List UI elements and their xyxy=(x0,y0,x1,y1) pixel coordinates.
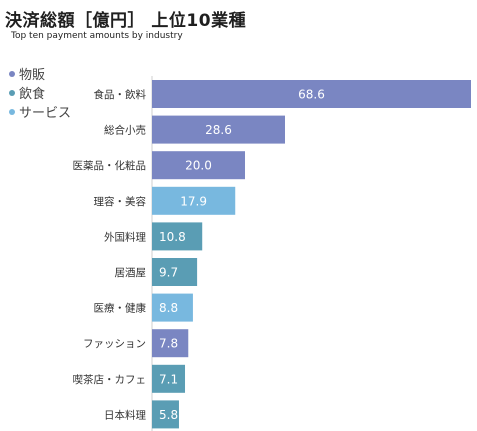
category-label-6: 医療・健康 xyxy=(94,302,147,315)
value-label-0: 68.6 xyxy=(298,88,325,102)
bar-2 xyxy=(152,151,246,180)
legend: 物販 飲食 サービス xyxy=(9,64,71,121)
category-label-7: ファッション xyxy=(83,338,146,350)
category-label-4: 外国料理 xyxy=(104,230,146,243)
bar-9 xyxy=(152,400,179,429)
bar-3 xyxy=(152,186,236,215)
category-label-2: 医薬品・化粧品 xyxy=(73,159,147,172)
legend-item-service: サービス xyxy=(9,102,71,121)
legend-label-food: 飲食 xyxy=(19,87,46,102)
bar-6 xyxy=(152,293,193,322)
category-label-1: 総合小売 xyxy=(104,124,146,137)
chart-subtitle: Top ten payment amounts by industry xyxy=(11,31,183,41)
bar-7 xyxy=(152,329,189,358)
value-label-4: 10.8 xyxy=(159,230,186,244)
value-label-7: 7.8 xyxy=(159,337,178,351)
category-label-9: 日本料理 xyxy=(104,408,146,421)
value-label-8: 7.1 xyxy=(159,372,178,386)
chart-title: 決済総額［億円］ 上位10業種 xyxy=(5,11,247,31)
value-label-9: 5.8 xyxy=(159,408,178,422)
legend-label-service: サービス xyxy=(19,106,72,121)
bar-0 xyxy=(152,80,471,108)
bar-4 xyxy=(152,222,203,251)
category-label-3: 理容・美容 xyxy=(94,195,147,208)
category-label-0: 食品・飲料 xyxy=(94,88,147,101)
category-label-5: 居酒屋 xyxy=(115,266,147,279)
bar-8 xyxy=(152,364,186,393)
legend-dot-service xyxy=(9,108,15,115)
legend-dot-goods xyxy=(9,70,15,77)
value-label-6: 8.8 xyxy=(159,301,178,315)
value-label-1: 28.6 xyxy=(205,123,232,137)
legend-label-goods: 物販 xyxy=(19,68,46,83)
legend-item-goods: 物販 xyxy=(9,64,71,83)
bar-5 xyxy=(152,258,198,286)
category-label-8: 喫茶店・カフェ xyxy=(73,373,147,386)
value-label-5: 9.7 xyxy=(159,266,178,280)
value-label-2: 20.0 xyxy=(185,159,212,173)
legend-dot-food xyxy=(9,89,15,96)
bar-1 xyxy=(152,115,285,144)
legend-item-food: 飲食 xyxy=(9,83,71,102)
value-label-3: 17.9 xyxy=(180,194,207,208)
